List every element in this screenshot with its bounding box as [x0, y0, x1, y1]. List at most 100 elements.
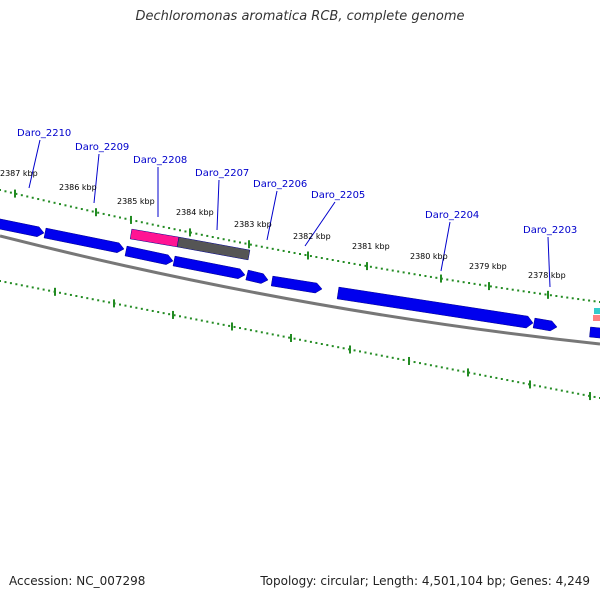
minor-tick	[135, 220, 138, 223]
minor-tick	[288, 336, 291, 339]
minor-tick	[495, 376, 498, 379]
minor-tick	[129, 305, 132, 308]
minor-tick	[64, 292, 67, 295]
minor-tick	[397, 270, 400, 273]
label-connector	[266, 190, 278, 241]
minor-tick	[353, 349, 356, 352]
minor-tick	[53, 201, 56, 204]
minor-tick	[560, 295, 563, 298]
minor-tick	[582, 393, 585, 396]
minor-tick	[331, 259, 334, 262]
minor-tick	[353, 262, 356, 265]
minor-tick	[200, 319, 203, 322]
minor-tick	[359, 263, 361, 266]
minor-tick	[522, 382, 525, 385]
minor-tick	[108, 301, 111, 304]
minor-tick	[91, 210, 94, 213]
minor-tick	[435, 365, 438, 368]
minor-tick	[402, 358, 405, 361]
minor-tick	[402, 271, 405, 274]
gene-label: Daro_2204	[425, 210, 479, 221]
minor-tick	[200, 233, 203, 236]
minor-tick	[342, 347, 345, 350]
gene-arrow	[172, 255, 246, 279]
minor-tick	[577, 392, 580, 395]
minor-tick	[69, 205, 72, 208]
minor-tick	[64, 204, 67, 207]
minor-tick	[249, 243, 252, 246]
minor-tick	[539, 385, 541, 388]
label-connector	[93, 153, 100, 204]
minor-tick	[293, 337, 296, 340]
minor-tick	[119, 216, 121, 219]
minor-tick	[80, 208, 83, 211]
gene-arrow	[336, 286, 534, 329]
salmon-feature	[593, 315, 600, 321]
minor-tick	[59, 291, 61, 294]
minor-tick	[26, 285, 29, 288]
minor-tick	[184, 316, 187, 319]
minor-tick	[173, 314, 176, 317]
minor-tick	[309, 340, 312, 343]
minor-tick	[479, 283, 481, 286]
gene-label: Daro_2210	[17, 128, 71, 139]
minor-tick	[571, 297, 574, 300]
minor-tick	[413, 361, 416, 364]
minor-tick	[408, 272, 411, 275]
minor-tick	[244, 242, 247, 245]
minor-tick	[179, 229, 181, 232]
minor-tick	[124, 304, 127, 307]
major-tick	[172, 310, 174, 319]
minor-tick	[484, 284, 487, 287]
minor-tick	[75, 295, 78, 298]
tick-label: 2380 kbp	[410, 252, 448, 261]
minor-tick	[397, 357, 400, 360]
minor-tick	[37, 287, 40, 290]
minor-tick	[451, 368, 454, 371]
minor-tick	[473, 372, 476, 375]
minor-tick	[189, 317, 192, 320]
minor-tick	[86, 297, 89, 300]
pseudogene-block	[176, 236, 251, 261]
tick-label: 2383 kbp	[234, 220, 272, 229]
minor-tick	[211, 236, 214, 239]
minor-tick	[315, 341, 318, 344]
minor-tick	[588, 299, 591, 302]
minor-tick	[555, 388, 558, 391]
minor-tick	[369, 265, 372, 268]
minor-tick	[195, 318, 198, 321]
minor-tick	[462, 370, 465, 373]
minor-tick	[331, 345, 334, 348]
minor-tick	[429, 364, 432, 367]
major-tick	[408, 356, 410, 365]
minor-tick	[468, 371, 471, 374]
minor-tick	[146, 308, 149, 311]
major-tick	[95, 208, 97, 217]
minor-tick	[217, 237, 220, 240]
minor-tick	[162, 312, 165, 315]
minor-tick	[326, 258, 329, 261]
minor-tick	[304, 254, 307, 257]
minor-tick	[369, 352, 372, 355]
minor-tick	[168, 227, 171, 230]
minor-tick	[446, 278, 449, 281]
minor-tick	[249, 329, 252, 332]
minor-tick	[233, 325, 236, 328]
minor-tick	[146, 222, 149, 225]
minor-tick	[102, 212, 105, 215]
gene-arrow	[589, 326, 600, 339]
label-connector	[304, 201, 336, 247]
gene-label: Daro_2205	[311, 190, 365, 201]
minor-tick	[320, 257, 323, 260]
minor-tick	[140, 221, 143, 224]
minor-tick	[244, 328, 247, 331]
major-tick	[14, 189, 16, 198]
minor-tick	[151, 309, 154, 312]
minor-tick	[495, 286, 498, 289]
gene-arrow	[532, 317, 558, 332]
minor-tick	[140, 307, 143, 310]
minor-tick	[533, 384, 536, 387]
minor-tick	[282, 335, 285, 338]
minor-tick	[375, 266, 378, 269]
minor-tick	[348, 261, 351, 264]
